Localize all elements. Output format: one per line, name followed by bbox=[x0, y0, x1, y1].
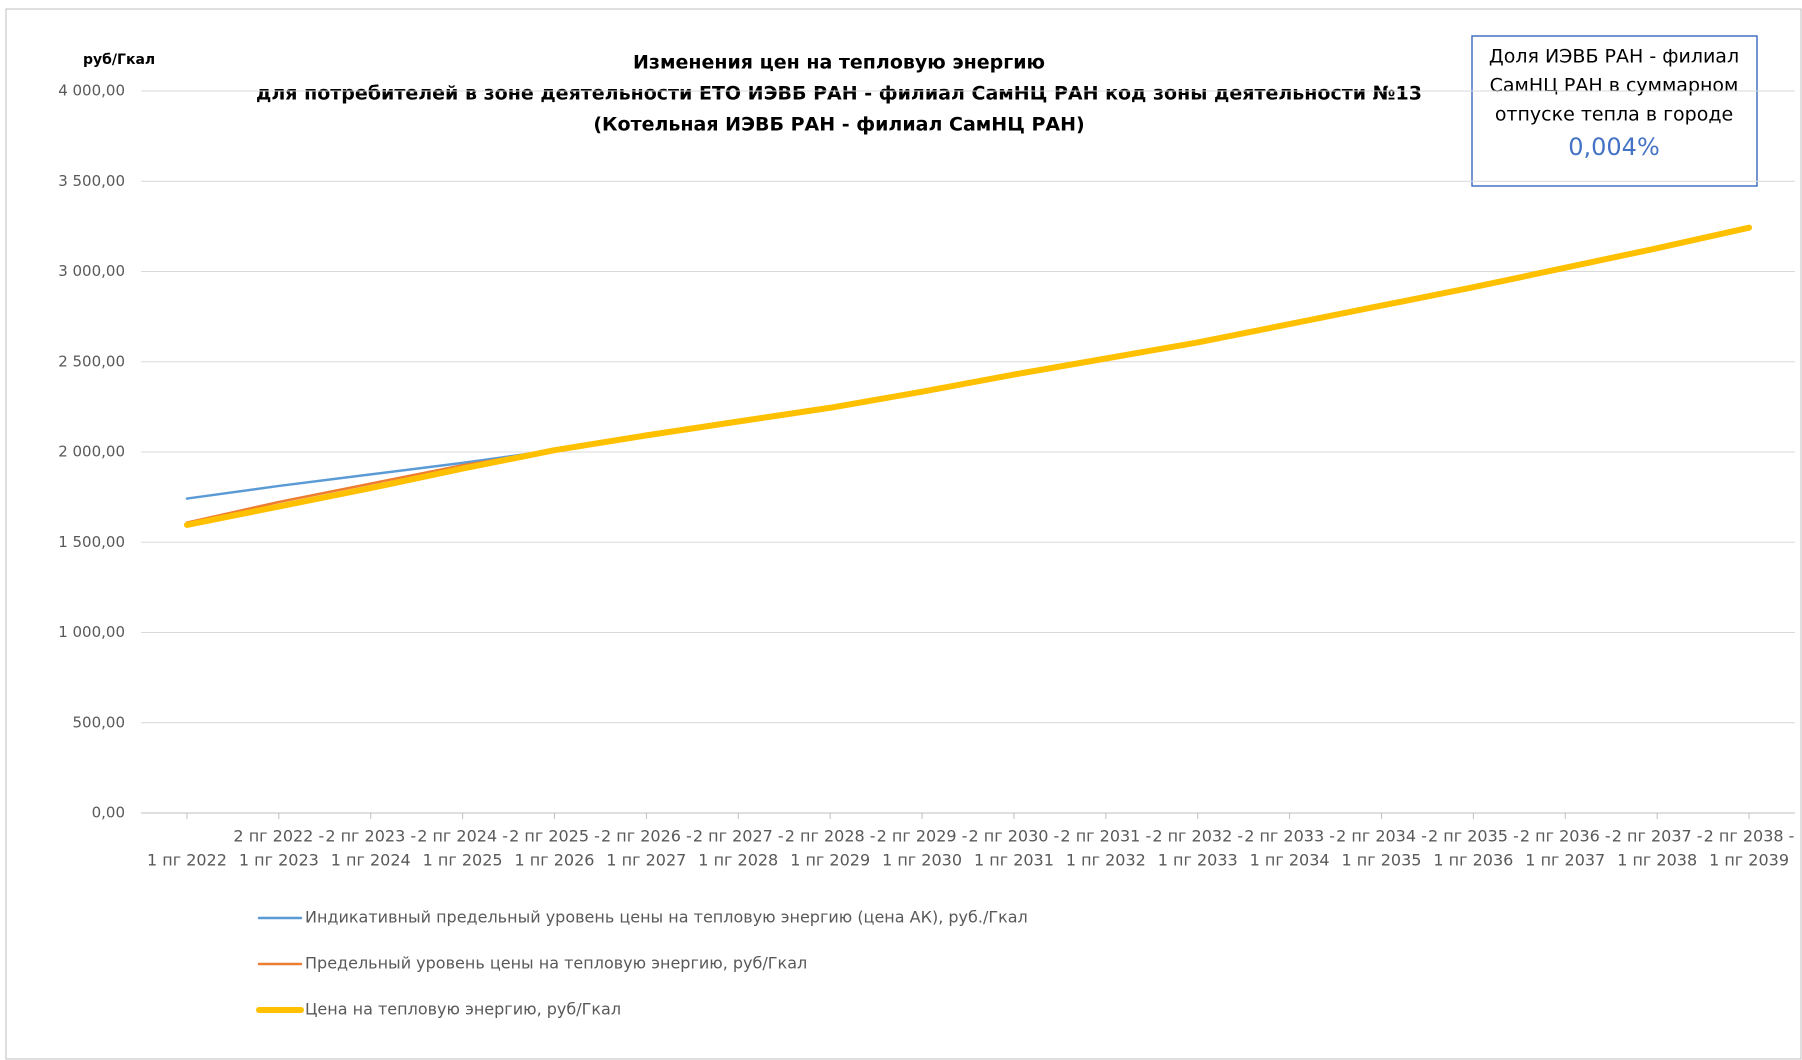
x-tick-label: 2 пг 2030 - bbox=[969, 827, 1060, 846]
x-tick-label: 1 пг 2028 bbox=[698, 851, 778, 870]
y-tick-label: 0,00 bbox=[92, 804, 125, 822]
y-tick-label: 1 000,00 bbox=[58, 623, 125, 641]
x-tick-label: 1 пг 2037 bbox=[1525, 851, 1605, 870]
legend-label: Цена на тепловую энергию, руб/Гкал bbox=[305, 1000, 621, 1019]
x-tick-label: 1 пг 2023 bbox=[239, 851, 319, 870]
y-tick-label: 1 500,00 bbox=[58, 533, 125, 551]
info-text: Доля ИЭВБ РАН - филиал bbox=[1489, 46, 1739, 68]
x-tick-label: 2 пг 2032 - bbox=[1152, 827, 1243, 846]
x-tick-label: 1 пг 2033 bbox=[1158, 851, 1238, 870]
x-tick-label: 2 пг 2034 - bbox=[1336, 827, 1427, 846]
x-tick-label: 1 пг 2036 bbox=[1433, 851, 1513, 870]
x-tick-label: 2 пг 2026 - bbox=[601, 827, 692, 846]
x-tick-label: 2 пг 2027 - bbox=[693, 827, 784, 846]
info-text: СамНЦ РАН в суммарном bbox=[1490, 75, 1739, 97]
x-tick-label: 2 пг 2023 - bbox=[325, 827, 416, 846]
x-tick-label: 2 пг 2024 - bbox=[417, 827, 508, 846]
y-tick-label: 500,00 bbox=[73, 713, 126, 731]
y-axis-label: руб/Гкал bbox=[83, 52, 155, 68]
x-tick-label: 2 пг 2028 - bbox=[785, 827, 876, 846]
x-tick-label: 1 пг 2038 bbox=[1617, 851, 1697, 870]
x-tick-label: 2 пг 2038 - bbox=[1704, 827, 1795, 846]
series-line bbox=[183, 224, 1753, 528]
y-tick-label: 2 500,00 bbox=[58, 352, 125, 370]
x-tick-label: 2 пг 2025 - bbox=[509, 827, 600, 846]
x-tick-label: 2 пг 2037 - bbox=[1612, 827, 1703, 846]
x-tick-label: 1 пг 2035 bbox=[1342, 851, 1422, 870]
y-tick-label: 3 500,00 bbox=[58, 172, 125, 190]
x-tick-label: 2 пг 2022 - bbox=[233, 827, 324, 846]
info-text: отпуске тепла в городе bbox=[1495, 104, 1733, 126]
info-box bbox=[1471, 35, 1758, 187]
x-tick-label: 2 пг 2029 - bbox=[877, 827, 968, 846]
y-tick-label: 4 000,00 bbox=[58, 82, 125, 100]
x-tick-label: 1 пг 2030 bbox=[882, 851, 962, 870]
x-tick-label: 1 пг 2022 bbox=[147, 851, 227, 870]
x-tick-label: 1 пг 2039 bbox=[1709, 851, 1789, 870]
x-tick-label: 1 пг 2032 bbox=[1066, 851, 1146, 870]
x-tick-label: 1 пг 2025 bbox=[423, 851, 503, 870]
x-tick-label: 1 пг 2027 bbox=[606, 851, 686, 870]
x-tick-label: 1 пг 2031 bbox=[974, 851, 1054, 870]
x-tick-label: 2 пг 2033 - bbox=[1244, 827, 1335, 846]
x-tick-label: 1 пг 2026 bbox=[515, 851, 595, 870]
chart-title: для потребителей в зоне деятельности ЕТО… bbox=[256, 83, 1422, 105]
chart-title: Изменения цен на тепловую энергию bbox=[633, 52, 1045, 74]
legend-label: Индикативный предельный уровень цены на … bbox=[305, 908, 1028, 927]
x-tick-label: 2 пг 2031 - bbox=[1060, 827, 1151, 846]
x-tick-label: 1 пг 2029 bbox=[790, 851, 870, 870]
x-tick-label: 1 пг 2034 bbox=[1250, 851, 1330, 870]
legend-label: Предельный уровень цены на тепловую энер… bbox=[305, 954, 807, 973]
x-tick-label: 2 пг 2035 - bbox=[1428, 827, 1519, 846]
x-tick-label: 1 пг 2024 bbox=[331, 851, 411, 870]
chart-title: (Котельная ИЭВБ РАН - филиал СамНЦ РАН) bbox=[593, 114, 1084, 136]
x-tick-label: 2 пг 2036 - bbox=[1520, 827, 1611, 846]
info-value: 0,004% bbox=[1568, 133, 1660, 161]
y-tick-label: 3 000,00 bbox=[58, 262, 125, 280]
y-tick-label: 2 000,00 bbox=[58, 443, 125, 461]
